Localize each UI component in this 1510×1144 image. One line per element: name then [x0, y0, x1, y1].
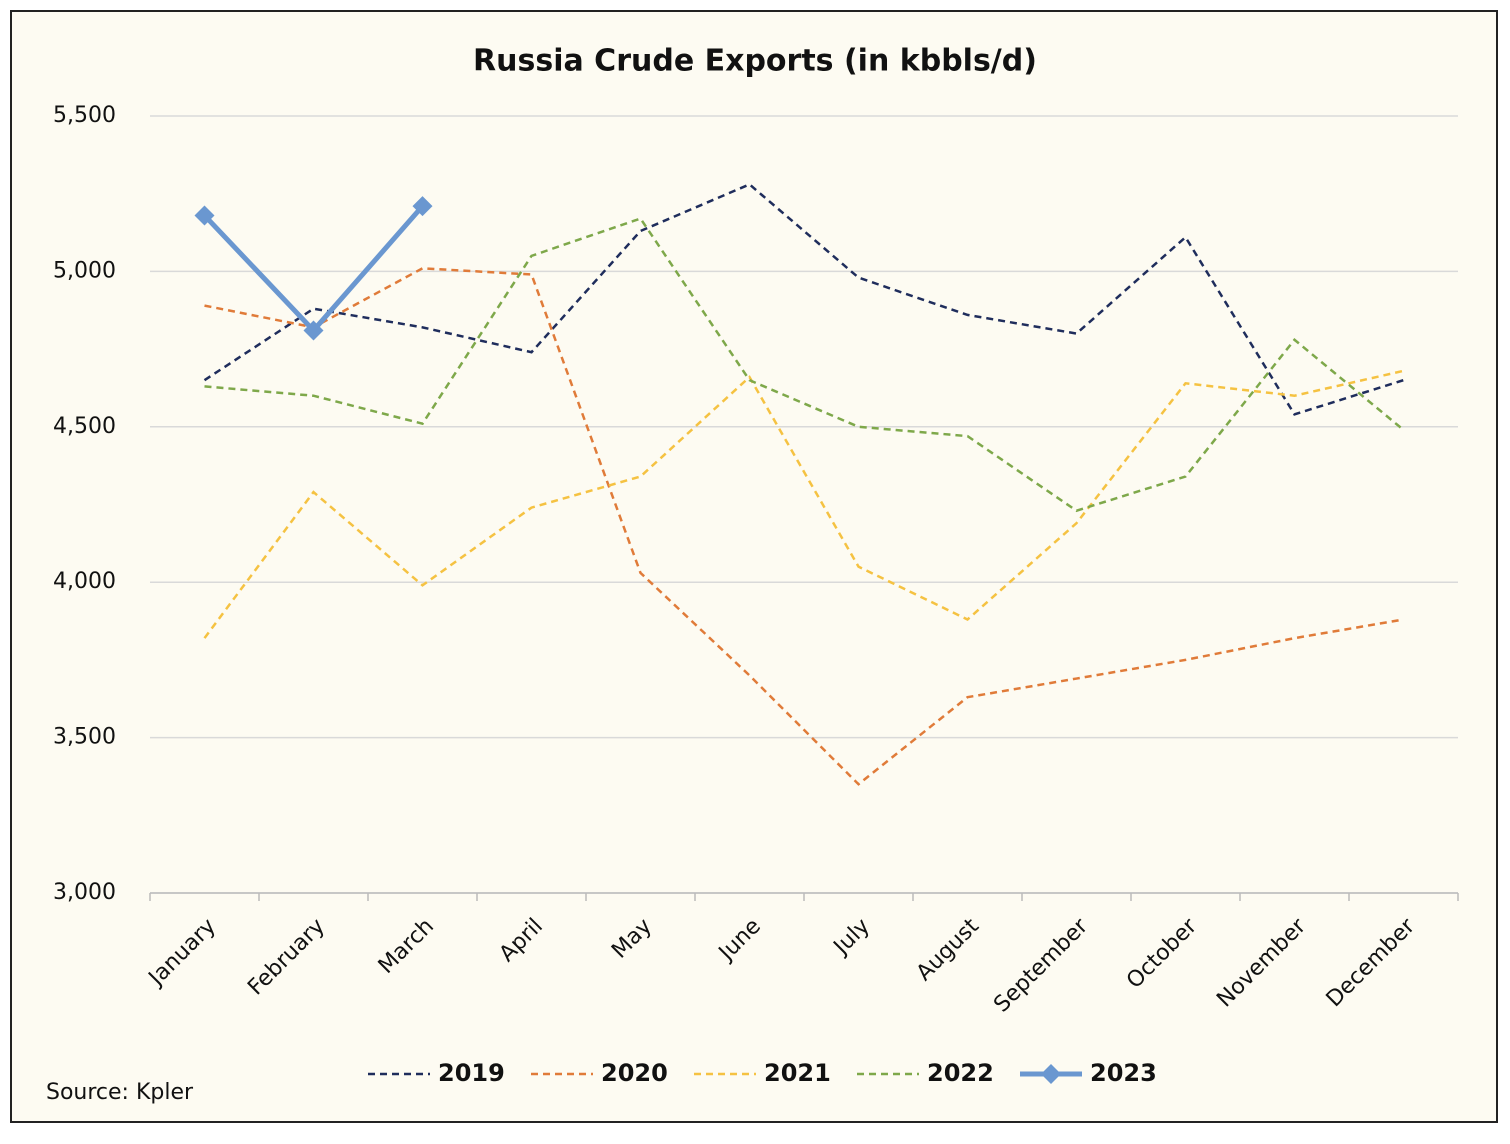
data-point — [412, 196, 433, 217]
legend-label: 2022 — [927, 1059, 994, 1087]
legend-label: 2021 — [764, 1059, 831, 1087]
y-tick-label: 5,000 — [53, 258, 116, 283]
y-tick-label: 4,500 — [53, 414, 116, 439]
data-point — [194, 205, 215, 226]
series-line — [203, 182, 1404, 416]
data-point — [303, 320, 324, 341]
source-note: Source: Kpler — [46, 1080, 194, 1105]
series-line — [203, 369, 1404, 639]
legend-marker — [1041, 1064, 1061, 1084]
y-tick-label: 3,000 — [53, 880, 116, 905]
chart-title: Russia Crude Exports (in kbbls/d) — [473, 44, 1037, 79]
legend-label: 2019 — [438, 1059, 505, 1087]
y-tick-label: 5,500 — [53, 103, 116, 128]
y-tick-label: 3,500 — [53, 725, 116, 750]
y-tick-label: 4,000 — [53, 569, 116, 594]
legend-label: 2020 — [601, 1059, 668, 1087]
series-line — [204, 267, 1404, 786]
legend-label: 2023 — [1090, 1059, 1157, 1087]
